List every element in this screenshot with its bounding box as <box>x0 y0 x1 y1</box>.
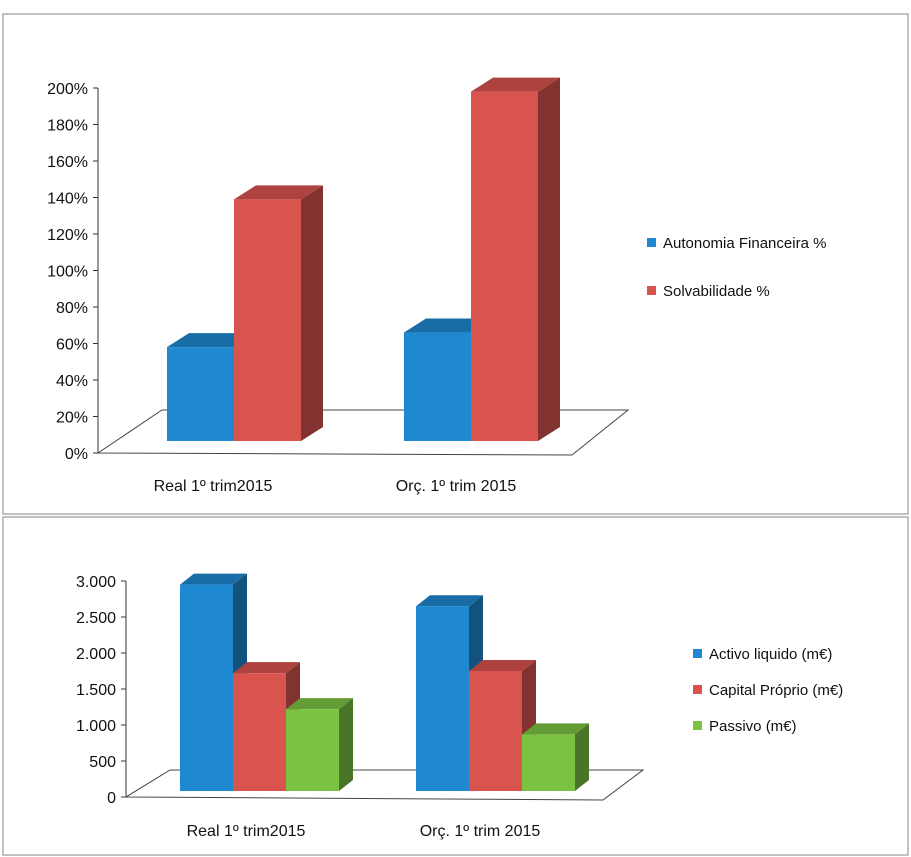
legend-label: Passivo (m€) <box>709 718 797 735</box>
chart-1-y-ticks: 0% 20% 40% 60% 80% 100% 120% 140% 160% 180% 200% <box>47 81 98 463</box>
bar-front-face <box>233 673 286 791</box>
bar-side-face <box>339 698 353 791</box>
bar-side-face <box>538 77 560 442</box>
x-category-label: Orç. 1º trim 2015 <box>396 478 517 495</box>
bar-front-face <box>180 584 233 791</box>
x-category-label: Real 1º trim2015 <box>187 823 306 840</box>
y-tick-label: 2.500 <box>76 610 116 627</box>
y-tick-label: 160% <box>47 154 88 171</box>
bar <box>286 698 353 791</box>
floor-plane <box>97 409 630 456</box>
bar-front-face <box>522 734 575 791</box>
bar-front-face <box>471 91 538 442</box>
y-tick-label: 140% <box>47 191 88 208</box>
bar-top-face <box>180 573 247 585</box>
legend-swatch <box>693 685 702 694</box>
bar-top-face <box>167 333 256 348</box>
y-tick-label: 40% <box>56 373 88 390</box>
y-tick-label: 100% <box>47 264 88 281</box>
chart-1-legend: Autonomia Financeira % Solvabilidade % <box>647 235 826 300</box>
bar-front-face <box>234 199 301 441</box>
legend-swatch <box>693 649 702 658</box>
y-tick-label: 2.000 <box>76 646 116 663</box>
chart-2-frame <box>2 516 909 856</box>
legend-label: Activo liquido (m€) <box>709 646 832 663</box>
y-tick-label: 1.500 <box>76 682 116 699</box>
bar-top-face <box>471 77 560 92</box>
y-tick-label: 60% <box>56 337 88 354</box>
bar-top-face <box>286 698 353 710</box>
chart-2-categories: Real 1º trim2015 Orç. 1º trim 2015 <box>187 823 541 840</box>
floor-plane <box>125 769 645 801</box>
chart-1-bars <box>167 77 560 442</box>
bar-side-face <box>301 185 323 441</box>
bar-front-face <box>286 709 339 791</box>
chart-2-bars <box>180 573 589 791</box>
bar-front-face <box>469 671 522 791</box>
bar-front-face <box>404 332 471 441</box>
y-tick-label: 20% <box>56 410 88 427</box>
bar <box>522 723 589 791</box>
y-tick-label: 500 <box>89 754 116 771</box>
chart-balance-values: 0 500 1.000 1.500 2.000 2.500 3.000 Real 1º tr… <box>76 573 843 840</box>
chart-2-y-ticks: 0 500 1.000 1.500 2.000 2.500 3.000 <box>76 574 126 807</box>
bar-front-face <box>416 606 469 791</box>
legend-swatch <box>647 238 656 247</box>
chart-1-frame <box>2 13 909 515</box>
legend-swatch <box>647 286 656 295</box>
bar-top-face <box>234 185 323 200</box>
y-tick-label: 0% <box>65 446 88 463</box>
y-tick-label: 0 <box>107 790 116 807</box>
y-tick-label: 3.000 <box>76 574 116 591</box>
bar-top-face <box>522 723 589 735</box>
y-tick-label: 180% <box>47 118 88 135</box>
x-category-label: Orç. 1º trim 2015 <box>420 823 541 840</box>
bar-top-face <box>404 318 493 333</box>
chart-1-categories: Real 1º trim2015 Orç. 1º trim 2015 <box>154 478 517 495</box>
x-category-label: Real 1º trim2015 <box>154 478 273 495</box>
chart-financial-ratios: 0% 20% 40% 60% 80% 100% 120% 140% 160% 180% 200% R… <box>47 77 826 495</box>
bar-front-face <box>167 347 234 441</box>
y-tick-label: 1.000 <box>76 718 116 735</box>
bar <box>471 77 560 442</box>
bar-top-face <box>469 660 536 671</box>
legend-label: Capital Próprio (m€) <box>709 682 843 699</box>
bar-top-face <box>233 662 300 674</box>
y-tick-label: 80% <box>56 300 88 317</box>
legend-label: Solvabilidade % <box>663 283 770 300</box>
legend-swatch <box>693 721 702 730</box>
chart-2-legend: Activo liquido (m€) Capital Próprio (m€) P… <box>693 646 843 735</box>
bar-top-face <box>416 595 483 607</box>
bar-side-face <box>575 723 589 791</box>
bar <box>234 185 323 441</box>
legend-label: Autonomia Financeira % <box>663 235 826 252</box>
y-tick-label: 120% <box>47 227 88 244</box>
y-tick-label: 200% <box>47 81 88 98</box>
